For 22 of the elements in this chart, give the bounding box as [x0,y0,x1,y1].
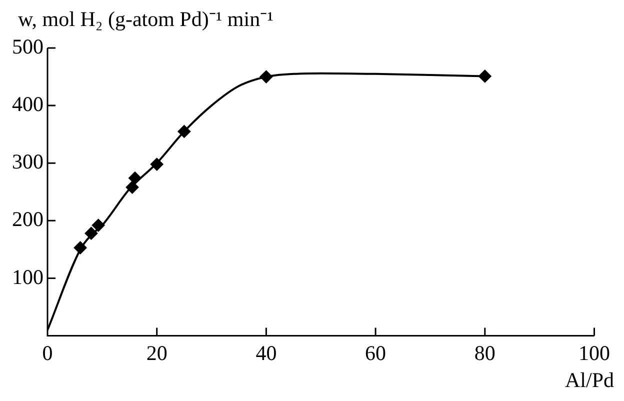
point [150,158,164,171]
point [126,180,139,194]
y-tick-label: 500 [12,34,44,59]
point [178,124,191,138]
y-tick-label: 100 [12,264,44,289]
x-tick-label: 20 [146,340,168,365]
y-tick-label: 200 [12,207,44,232]
x-tick-label: 80 [474,340,496,365]
point [92,218,105,232]
x-tick-label: 100 [578,340,610,365]
y-axis-title: w, mol H₂ (g-atom Pd)⁻¹ min⁻¹ [18,7,274,32]
point [84,226,98,240]
point [128,172,142,185]
x-axis-title: Al/Pd [564,368,614,392]
point [74,241,87,254]
point [478,70,492,83]
point [260,70,273,84]
x-tick-label: 60 [365,340,386,365]
x-tick-label: 40 [256,340,277,365]
x-tick-label: 0 [42,340,53,365]
y-tick-label: 300 [12,150,44,174]
y-tick-label: 400 [12,92,44,116]
